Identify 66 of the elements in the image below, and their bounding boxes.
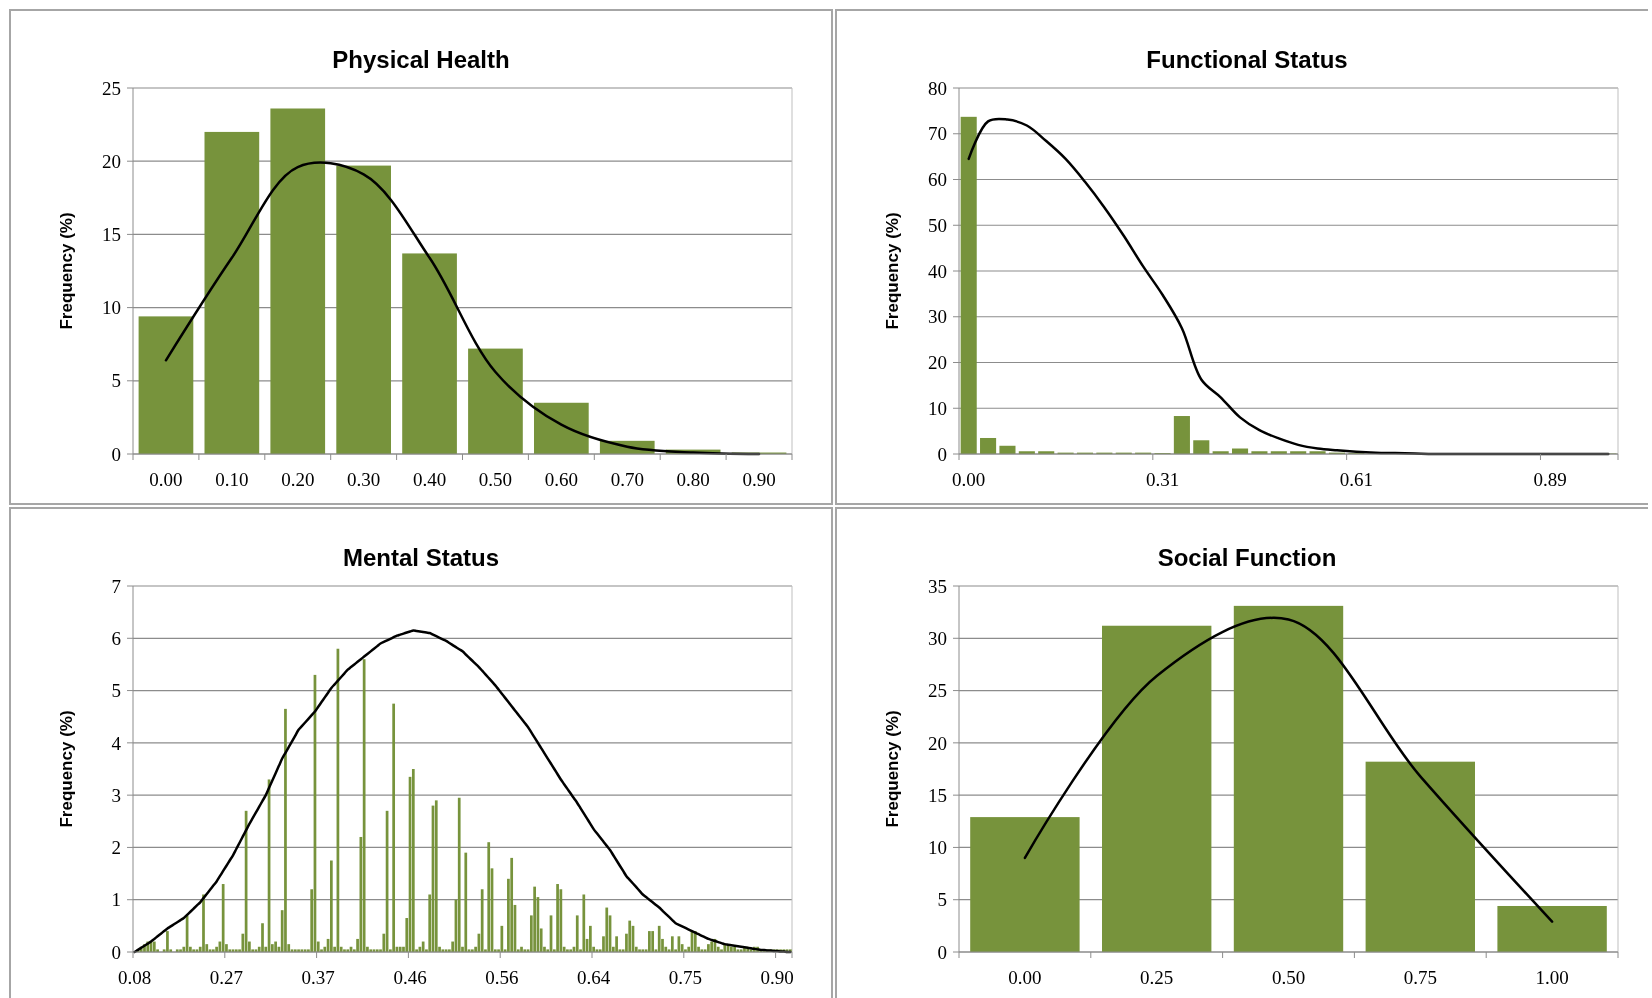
x-tick-label: 0.80 (676, 469, 710, 490)
y-tick-label: 5 (111, 370, 121, 392)
y-tick-label: 10 (102, 297, 121, 319)
y-tick-label: 20 (102, 150, 121, 172)
x-tick-label: 0.08 (118, 967, 152, 988)
x-tick-label: 0.37 (301, 967, 335, 988)
x-tick-label: 0.27 (209, 967, 244, 988)
y-tick-label: 20 (928, 732, 947, 754)
x-tick-label: 0.75 (1403, 967, 1437, 988)
x-tick-label: 0.40 (412, 469, 447, 490)
y-tick-label: 10 (928, 397, 947, 419)
y-tick-label: 0 (111, 941, 121, 963)
y-tick-label: 10 (928, 837, 947, 859)
x-tick-label: 0.90 (760, 967, 794, 988)
x-tick-label: 0.00 (952, 469, 986, 490)
x-tick-label: 0.20 (281, 469, 315, 490)
y-tick-label: 30 (928, 627, 947, 649)
y-tick-label: 15 (928, 784, 947, 806)
y-tick-label: 20 (928, 352, 947, 374)
x-tick-label: 0.31 (1145, 469, 1180, 490)
y-tick-label: 5 (111, 680, 121, 702)
chart-title: Functional Status (1146, 46, 1348, 73)
y-tick-label: 80 (928, 77, 947, 99)
y-tick-label: 25 (928, 680, 947, 702)
x-tick-label: 0.89 (1533, 469, 1567, 490)
y-tick-label: 0 (937, 941, 947, 963)
y-tick-label: 25 (102, 77, 121, 99)
x-tick-label: 0.56 (485, 967, 519, 988)
y-tick-label: 40 (928, 260, 947, 282)
y-tick-label: 0 (111, 443, 121, 465)
x-tick-label: 0.30 (347, 469, 381, 490)
x-tick-label: 0.50 (1271, 967, 1306, 988)
y-axis-title: Frequency (%) (883, 710, 902, 828)
y-tick-label: 4 (111, 732, 122, 754)
y-tick-label: 2 (111, 837, 121, 859)
y-tick-label: 70 (928, 123, 947, 145)
x-tick-label: 0.70 (610, 469, 644, 490)
x-tick-label: 0.60 (544, 469, 578, 490)
x-tick-label: 0.10 (215, 469, 249, 490)
y-tick-label: 15 (102, 224, 121, 246)
y-axis-title: Frequency (%) (57, 212, 76, 330)
chart-title: Mental Status (342, 544, 500, 571)
y-tick-label: 35 (928, 575, 947, 597)
x-tick-label: 0.00 (149, 469, 183, 490)
y-tick-label: 1 (111, 889, 121, 911)
y-tick-label: 50 (928, 214, 947, 236)
x-tick-label: 0.46 (393, 967, 427, 988)
x-tick-label: 0.61 (1339, 469, 1373, 490)
y-axis-title: Frequency (%) (57, 710, 76, 828)
y-tick-label: 60 (928, 169, 947, 191)
chart-title: Physical Health (332, 46, 510, 73)
y-tick-label: 7 (111, 575, 121, 597)
y-tick-label: 5 (937, 889, 947, 911)
y-tick-label: 3 (111, 784, 121, 806)
y-tick-label: 6 (111, 627, 121, 649)
chart-title: Social Function (1157, 544, 1337, 571)
x-tick-label: 0.50 (478, 469, 513, 490)
x-tick-label: 0.90 (742, 469, 776, 490)
x-tick-label: 1.00 (1535, 967, 1569, 988)
x-tick-label: 0.00 (1008, 967, 1042, 988)
y-tick-label: 0 (937, 443, 947, 465)
y-tick-label: 30 (928, 306, 947, 328)
x-tick-label: 0.25 (1140, 967, 1174, 988)
x-tick-label: 0.75 (668, 967, 703, 988)
x-tick-label: 0.64 (577, 967, 611, 988)
y-axis-title: Frequency (%) (883, 212, 902, 330)
